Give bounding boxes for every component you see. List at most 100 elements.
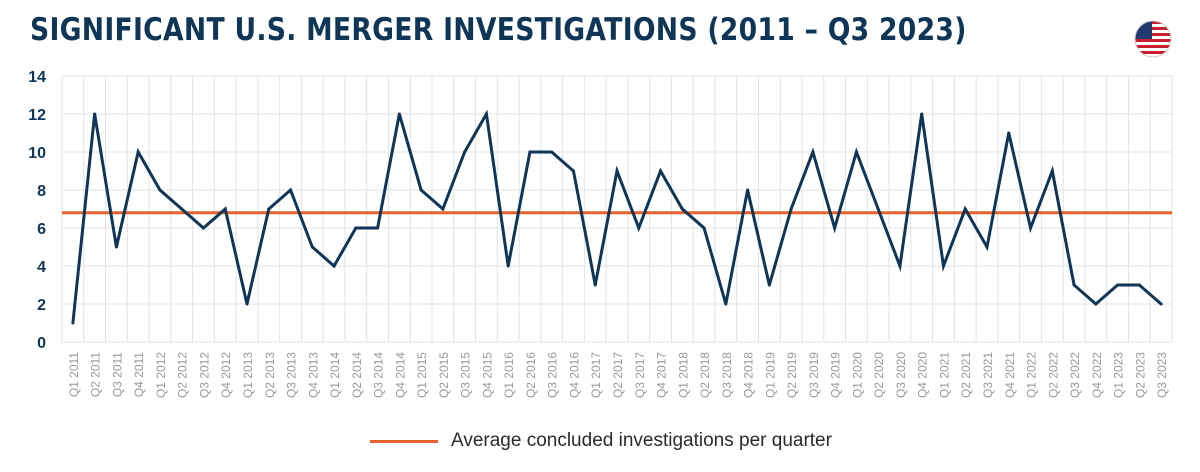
data-point [158,188,162,192]
data-point [463,150,467,154]
x-tick-label: Q2 2019 [785,352,799,398]
data-point [941,264,945,268]
data-point [136,150,140,154]
data-point [1116,283,1120,287]
data-point [659,169,663,173]
data-point [1137,283,1141,287]
x-tick-label: Q4 2012 [219,352,233,398]
data-point [571,169,575,173]
data-point [180,207,184,211]
data-point [1007,131,1011,135]
x-tick-label: Q3 2019 [807,352,821,398]
x-tick-label: Q3 2013 [285,352,299,398]
grid [61,75,1173,343]
x-tick-label: Q1 2014 [328,352,342,398]
y-tick-label: 14 [28,69,46,86]
data-point [637,226,641,230]
data-point [332,264,336,268]
x-tick-label: Q1 2019 [763,352,777,398]
data-point [789,207,793,211]
data-point [1094,302,1098,306]
x-tick-label: Q4 2014 [393,352,407,398]
x-tick-label: Q3 2011 [110,352,124,397]
x-tick-label: Q2 2011 [89,352,103,397]
data-point [354,226,358,230]
x-tick-label: Q1 2021 [937,352,951,398]
x-tick-label: Q2 2020 [872,352,886,398]
x-tick-label: Q3 2020 [894,352,908,398]
x-tick-label: Q4 2019 [829,352,843,398]
data-point [811,150,815,154]
x-tick-label: Q3 2014 [372,352,386,398]
data-point [310,245,314,249]
x-tick-label: Q2 2018 [698,352,712,398]
data-point [702,226,706,230]
data-point [419,188,423,192]
data-point [71,321,75,325]
legend-average-swatch [370,439,438,443]
data-point [876,207,880,211]
x-tick-label: Q1 2023 [1112,352,1126,398]
x-tick-label: Q3 2016 [546,352,560,398]
data-point [854,150,858,154]
x-tick-label: Q1 2011 [67,352,81,397]
x-axis: Q1 2011 Q2 2011 Q3 2011 Q4 2011 Q1 2012 Q2 20… [67,352,1169,398]
x-tick-label: Q2 2023 [1133,352,1147,398]
x-tick-label: Q2 2022 [1046,352,1060,398]
data-point [506,264,510,268]
data-point [833,226,837,230]
x-tick-label: Q4 2020 [916,352,930,398]
data-point [441,207,445,211]
x-tick-label: Q2 2015 [437,352,451,398]
data-point [593,283,597,287]
data-point [1072,283,1076,287]
data-point [680,207,684,211]
chart-title: SIGNIFICANT U.S. MERGER INVESTIGATIONS (… [30,12,967,48]
x-tick-label: Q4 2018 [742,352,756,398]
data-point [550,150,554,154]
data-point [746,188,750,192]
data-point [376,226,380,230]
x-tick-label: Q4 2017 [655,352,669,398]
data-point [1050,169,1054,173]
data-point [615,169,619,173]
data-point [289,188,293,192]
x-tick-label: Q2 2016 [524,352,538,398]
x-tick-label: Q2 2013 [263,352,277,398]
x-tick-label: Q1 2015 [415,352,429,398]
data-point [920,112,924,116]
legend-average-label: Average concluded investigations per qua… [451,430,832,451]
x-tick-label: Q3 2022 [1068,352,1082,398]
x-tick-label: Q4 2011 [132,352,146,397]
data-point [963,207,967,211]
data-point [1159,302,1163,306]
x-tick-label: Q3 2017 [633,352,647,398]
legend: Average concluded investigations per qua… [370,430,832,452]
y-tick-label: 12 [28,107,46,124]
y-tick-label: 2 [37,297,46,314]
data-point [223,207,227,211]
x-tick-label: Q1 2016 [502,352,516,398]
y-axis: 0 2 4 6 8 10 12 14 [28,69,46,352]
x-tick-label: Q1 2018 [676,352,690,398]
x-tick-label: Q1 2022 [1025,352,1039,398]
data-point [985,245,989,249]
data-point [201,226,205,230]
x-tick-label: Q2 2012 [176,352,190,398]
y-tick-label: 6 [37,221,46,238]
us-flag-icon [1134,20,1172,58]
x-tick-label: Q4 2013 [306,352,320,398]
y-tick-label: 8 [37,183,46,200]
x-tick-label: Q2 2014 [350,352,364,398]
y-tick-label: 4 [37,259,46,276]
x-tick-label: Q3 2023 [1155,352,1169,398]
x-tick-label: Q4 2022 [1090,352,1104,398]
x-tick-label: Q3 2015 [459,352,473,398]
data-point [1029,226,1033,230]
data-point [767,283,771,287]
x-tick-label: Q2 2017 [611,352,625,398]
x-tick-label: Q3 2021 [981,352,995,398]
y-tick-label: 0 [37,335,46,352]
data-point [484,112,488,116]
